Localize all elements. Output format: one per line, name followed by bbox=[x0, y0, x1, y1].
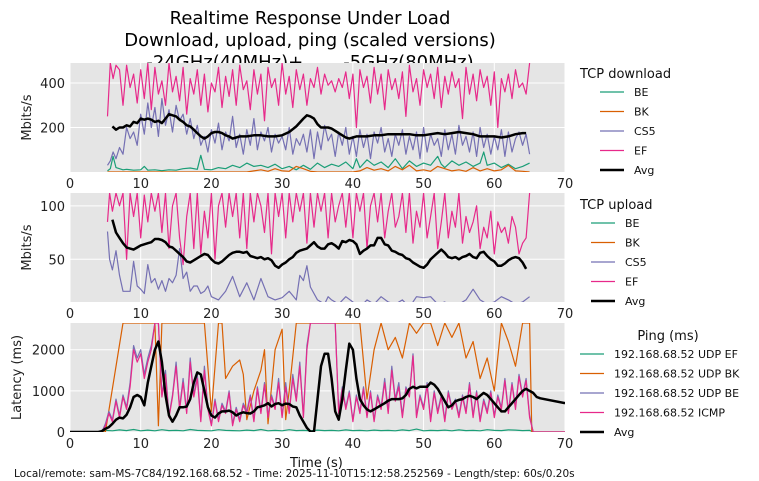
download-plot-area bbox=[70, 63, 565, 172]
footer-info: Local/remote: sam-MS-7C84/192.168.68.52 … bbox=[14, 468, 575, 480]
upload-x-tick-label: 10 bbox=[132, 307, 149, 322]
download-x-tick-label: 50 bbox=[415, 177, 432, 192]
chart-title-line-1: Realtime Response Under Load bbox=[169, 8, 451, 29]
download-series-be bbox=[107, 151, 530, 172]
download-series-bk bbox=[107, 164, 530, 172]
ping-legend-label: Avg bbox=[614, 426, 634, 439]
upload-x-tick-label: 20 bbox=[203, 307, 220, 322]
download-legend-label: BE bbox=[634, 86, 649, 99]
upload-series-avg bbox=[111, 219, 528, 270]
download-y-axis-label: Mbits/s bbox=[20, 94, 35, 140]
ping-series-192-168-68-52-udp-ef bbox=[70, 428, 565, 432]
upload-series-cs5 bbox=[106, 231, 530, 302]
download-y-tick-label: 200 bbox=[40, 122, 65, 137]
ping-y-axis-label: Latency (ms) bbox=[10, 335, 25, 420]
download-x-tick-label: 10 bbox=[132, 177, 149, 192]
ping-x-tick-label: 40 bbox=[345, 437, 362, 452]
ping-series-192-168-68-52-icmp bbox=[70, 323, 565, 432]
ping-legend-label: 192.168.68.52 UDP BE bbox=[614, 387, 739, 400]
upload-x-tick-label: 60 bbox=[486, 307, 503, 322]
ping-x-tick-label: 20 bbox=[203, 437, 220, 452]
upload-legend-label: BE bbox=[625, 217, 640, 230]
download-x-tick-label: 60 bbox=[486, 177, 503, 192]
ping-x-tick-label: 60 bbox=[486, 437, 503, 452]
upload-y-axis-label: Mbits/s bbox=[20, 224, 35, 270]
download-x-tick-label: 0 bbox=[66, 177, 74, 192]
upload-x-tick-label: 0 bbox=[66, 307, 74, 322]
upload-legend-label: Avg bbox=[625, 295, 645, 308]
upload-y-tick-label: 100 bbox=[40, 200, 65, 215]
download-series-ef bbox=[106, 63, 531, 129]
ping-legend-title: Ping (ms) bbox=[637, 329, 698, 344]
upload-legend-title: TCP upload bbox=[579, 198, 653, 213]
ping-series-avg bbox=[70, 340, 565, 432]
download-x-tick-label: 40 bbox=[345, 177, 362, 192]
ping-x-tick-label: 30 bbox=[274, 437, 291, 452]
ping-y-tick-label: 1000 bbox=[32, 385, 65, 400]
ping-x-tick-label: 70 bbox=[557, 437, 574, 452]
download-legend-title: TCP download bbox=[579, 67, 671, 82]
upload-x-tick-label: 40 bbox=[345, 307, 362, 322]
upload-x-tick-label: 30 bbox=[274, 307, 291, 322]
download-legend-label: EF bbox=[634, 145, 647, 158]
download-series-avg bbox=[111, 112, 527, 140]
download-x-tick-label: 30 bbox=[274, 177, 291, 192]
x-axis-label: Time (s) bbox=[290, 456, 343, 471]
ping-y-tick-label: 0 bbox=[57, 426, 65, 441]
download-y-tick-label: 400 bbox=[40, 77, 65, 92]
upload-x-tick-label: 70 bbox=[557, 307, 574, 322]
download-x-tick-label: 20 bbox=[203, 177, 220, 192]
chart-title-line-2: Download, upload, ping (scaled versions) bbox=[124, 30, 496, 51]
upload-x-tick-label: 50 bbox=[415, 307, 432, 322]
ping-legend-label: 192.168.68.52 UDP BK bbox=[614, 368, 740, 381]
upload-y-tick-label: 50 bbox=[48, 253, 65, 268]
upload-legend-label: EF bbox=[625, 276, 638, 289]
ping-y-tick-label: 2000 bbox=[32, 344, 65, 359]
download-legend-label: CS5 bbox=[634, 125, 656, 138]
upload-legend-label: BK bbox=[625, 237, 641, 250]
download-x-tick-label: 70 bbox=[557, 177, 574, 192]
download-legend-label: BK bbox=[634, 106, 650, 119]
upload-legend-label: CS5 bbox=[625, 256, 647, 269]
download-series-cs5 bbox=[106, 97, 531, 166]
ping-x-tick-label: 0 bbox=[66, 437, 74, 452]
ping-x-tick-label: 50 bbox=[415, 437, 432, 452]
ping-series-192-168-68-52-udp-bk bbox=[70, 323, 565, 432]
ping-legend-label: 192.168.68.52 UDP EF bbox=[614, 348, 738, 361]
ping-legend-label: 192.168.68.52 ICMP bbox=[614, 407, 725, 420]
ping-x-tick-label: 10 bbox=[132, 437, 149, 452]
download-legend-label: Avg bbox=[634, 164, 654, 177]
